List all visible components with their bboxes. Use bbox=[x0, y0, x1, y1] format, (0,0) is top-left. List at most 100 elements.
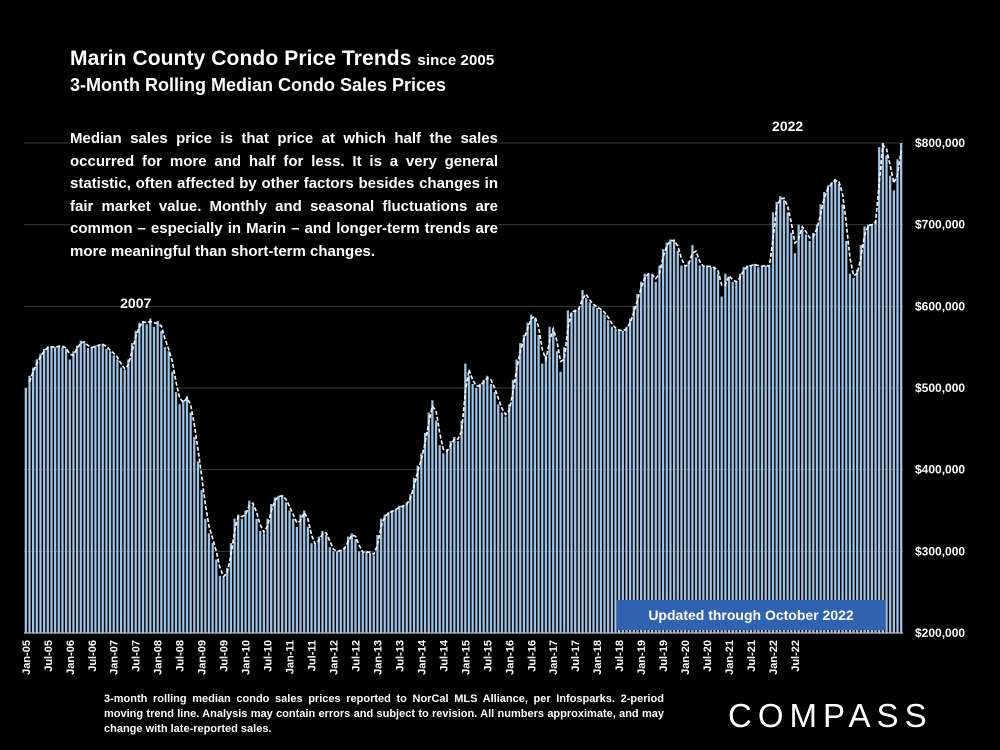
bar bbox=[599, 310, 602, 633]
bar bbox=[167, 351, 170, 633]
y-tick-label: $600,000 bbox=[915, 299, 965, 313]
bar bbox=[394, 508, 397, 633]
bar bbox=[618, 330, 621, 633]
bar bbox=[156, 321, 159, 633]
bar bbox=[691, 245, 694, 633]
bar bbox=[347, 536, 350, 633]
x-tick-label: Jan-18 bbox=[592, 640, 604, 675]
bar bbox=[537, 334, 540, 633]
bar bbox=[632, 306, 635, 633]
bar bbox=[658, 265, 661, 633]
bar bbox=[570, 312, 573, 633]
bar bbox=[530, 314, 533, 633]
bar bbox=[548, 326, 551, 633]
bar bbox=[676, 250, 679, 634]
annotations: 2007 2022 bbox=[120, 118, 803, 311]
bar bbox=[350, 533, 353, 633]
bar bbox=[248, 500, 251, 633]
bar bbox=[793, 253, 797, 633]
bar bbox=[86, 347, 90, 633]
bar bbox=[878, 147, 881, 633]
y-tick-label: $300,000 bbox=[915, 544, 965, 558]
bar bbox=[596, 307, 599, 633]
bar bbox=[592, 306, 595, 633]
bar bbox=[577, 307, 580, 633]
bar bbox=[251, 505, 255, 633]
bar bbox=[482, 379, 485, 633]
x-tick-label: Jul-13 bbox=[394, 640, 406, 672]
bar bbox=[57, 345, 60, 633]
x-tick-label: Jul-07 bbox=[131, 640, 143, 672]
bar bbox=[149, 318, 152, 633]
bar bbox=[127, 359, 130, 633]
bar bbox=[683, 267, 687, 633]
bar bbox=[368, 552, 372, 633]
bar bbox=[427, 412, 430, 633]
x-tick-label: Jan-21 bbox=[724, 640, 736, 675]
y-tick-label: $200,000 bbox=[915, 626, 965, 640]
bar bbox=[768, 267, 771, 633]
bar bbox=[621, 330, 624, 633]
bar bbox=[174, 392, 178, 633]
bar bbox=[123, 370, 126, 633]
bar bbox=[588, 302, 591, 633]
bar bbox=[672, 241, 676, 633]
bar bbox=[138, 322, 141, 633]
bar bbox=[379, 518, 383, 633]
bar bbox=[343, 547, 346, 633]
bar bbox=[757, 267, 760, 633]
bar bbox=[574, 309, 577, 633]
x-tick-label: Jul-12 bbox=[350, 640, 362, 672]
bar bbox=[526, 322, 529, 633]
bar bbox=[738, 273, 742, 633]
bar bbox=[61, 347, 64, 633]
x-tick-label: Jan-17 bbox=[548, 640, 560, 675]
bar bbox=[83, 343, 86, 633]
bar bbox=[581, 290, 584, 633]
bar bbox=[75, 345, 79, 633]
bar bbox=[354, 539, 357, 633]
bar bbox=[647, 273, 650, 633]
bar bbox=[211, 543, 214, 633]
x-tick-label: Jan-05 bbox=[21, 640, 33, 675]
bar bbox=[511, 379, 515, 633]
bar bbox=[742, 267, 745, 633]
bar bbox=[885, 155, 888, 633]
bar bbox=[35, 359, 38, 633]
bar bbox=[130, 343, 134, 633]
bar bbox=[614, 329, 617, 633]
bar bbox=[409, 494, 412, 633]
chart-subtitle: 3-Month Rolling Median Condo Sales Price… bbox=[70, 75, 447, 95]
x-tick-label: Jul-10 bbox=[263, 640, 275, 672]
bar bbox=[310, 543, 313, 633]
bar bbox=[749, 265, 753, 633]
bar bbox=[116, 359, 119, 633]
bar bbox=[746, 265, 749, 633]
bar bbox=[431, 400, 434, 633]
bar bbox=[771, 212, 775, 634]
bar bbox=[262, 533, 266, 633]
bar bbox=[779, 196, 782, 633]
trend-line bbox=[28, 143, 902, 579]
x-tick-label: Jul-17 bbox=[570, 640, 582, 672]
bar bbox=[661, 249, 665, 634]
bar bbox=[845, 241, 848, 633]
bar bbox=[226, 567, 229, 633]
bar bbox=[515, 359, 518, 633]
bar bbox=[841, 204, 844, 633]
bar bbox=[848, 273, 852, 633]
bar bbox=[493, 392, 496, 633]
bar bbox=[665, 242, 668, 633]
x-tick-label: Jul-14 bbox=[438, 639, 450, 672]
bar bbox=[376, 535, 379, 633]
bar bbox=[797, 224, 800, 634]
bar bbox=[643, 273, 646, 633]
bar bbox=[185, 396, 189, 633]
bar bbox=[306, 526, 309, 633]
bar bbox=[292, 518, 295, 633]
bar bbox=[669, 239, 672, 633]
bar bbox=[182, 400, 185, 633]
bar bbox=[372, 555, 375, 633]
bar bbox=[357, 551, 361, 633]
bar bbox=[475, 388, 478, 633]
